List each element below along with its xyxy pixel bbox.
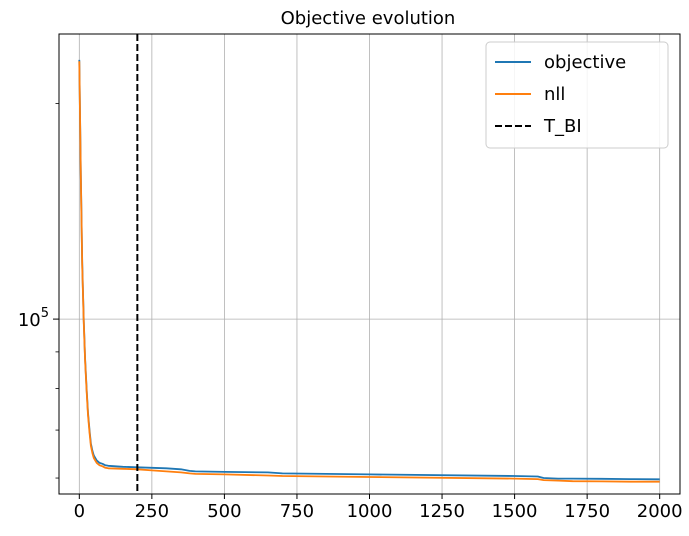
x-tick-label: 2000 (637, 501, 683, 522)
legend-box (485, 41, 669, 149)
x-tick-label: 1750 (564, 501, 610, 522)
x-tick-label: 750 (280, 501, 314, 522)
x-tick-label: 1000 (347, 501, 393, 522)
x-tick-label: 250 (135, 501, 169, 522)
series-layer (78, 34, 660, 494)
plot-frame (58, 33, 681, 495)
legend: objective nll T_BI (485, 41, 669, 149)
chart-title: Objective evolution (281, 8, 456, 29)
legend-label: T_BI (543, 116, 582, 137)
x-tick-label: 500 (207, 501, 241, 522)
x-tick-label: 1500 (492, 501, 538, 522)
x-tick-label: 1250 (419, 501, 465, 522)
legend-label: objective (544, 52, 626, 73)
legend-label: nll (544, 84, 565, 105)
x-tick-label: 0 (74, 501, 85, 522)
